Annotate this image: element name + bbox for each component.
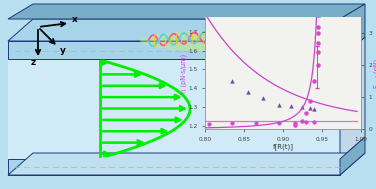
Point [299,105,305,108]
Ellipse shape [217,27,247,51]
Point [253,121,259,124]
Point [311,107,317,110]
Point [229,79,235,82]
Y-axis label: Fₘₐₗₗ (pN): Fₘₐₗₗ (pN) [374,59,376,88]
Point [315,41,321,44]
Polygon shape [340,137,365,175]
Point [311,120,317,123]
Ellipse shape [140,30,320,52]
Polygon shape [8,4,365,19]
Point [307,99,313,102]
Point [245,91,251,94]
Polygon shape [8,159,340,175]
Point [315,64,321,67]
Point [288,105,294,108]
Point [292,121,298,124]
Point [303,112,309,115]
Polygon shape [8,37,365,159]
Polygon shape [340,4,365,59]
X-axis label: f[R(t)]: f[R(t)] [273,143,293,150]
Point [292,123,298,126]
Text: x: x [72,15,78,24]
Text: y: y [60,46,66,55]
Point [315,32,321,35]
Point [229,121,235,124]
Point [315,25,321,28]
Point [299,120,305,123]
Point [315,51,321,54]
Point [307,106,313,109]
Point [303,120,309,123]
Polygon shape [8,153,365,175]
Polygon shape [340,37,365,159]
Point [311,80,317,83]
Point [276,104,282,107]
Text: z: z [31,58,36,67]
Point [261,96,267,99]
Polygon shape [8,19,365,41]
Polygon shape [8,41,340,59]
Ellipse shape [220,40,229,47]
Point [276,121,282,124]
Point [206,122,212,125]
Y-axis label: η (pN·s/μm): η (pN·s/μm) [180,54,186,93]
